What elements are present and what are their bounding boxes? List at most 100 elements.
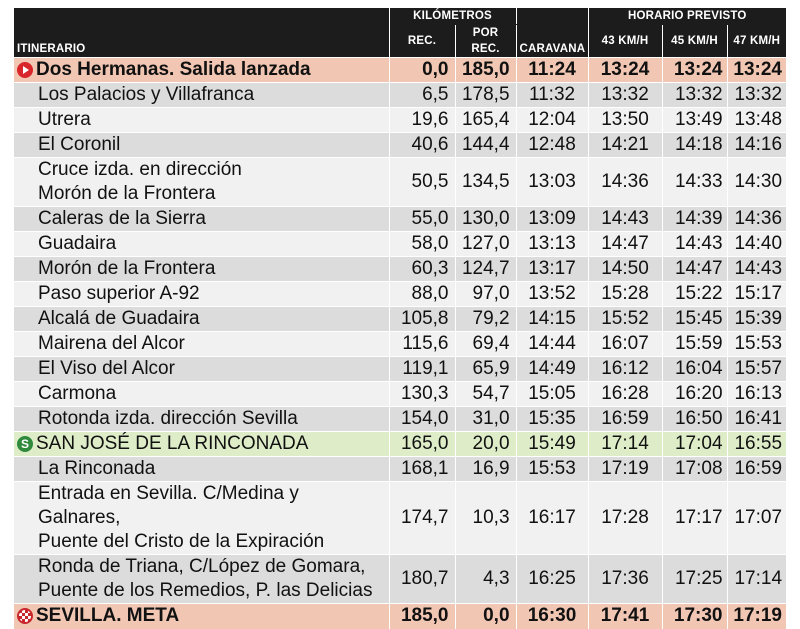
- location-name: Guadaira: [38, 233, 117, 254]
- cell-time-43: 14:50: [588, 256, 663, 282]
- table-row: Guadaira 58,0 127,0 13:13 14:47 14:43 14:40: [14, 231, 787, 257]
- cell-location: Paso superior A-92: [14, 281, 390, 307]
- cell-time-45: 16:20: [662, 381, 728, 407]
- header-caravana: CARAVANA: [516, 8, 589, 58]
- header-45kmh: 45 KM/H: [662, 24, 728, 58]
- cell-km-por-rec: 97,0: [455, 281, 517, 307]
- location-name: Carmona: [38, 383, 117, 404]
- cell-location: SEVILLA. META: [14, 603, 390, 629]
- cell-caravana: 13:13: [516, 231, 589, 257]
- location-name: Rotonda izda. dirección Sevilla: [38, 408, 298, 429]
- cell-km-por-rec: 134,5: [455, 157, 517, 207]
- cell-km-por-rec: 31,0: [455, 406, 517, 432]
- cell-km-por-rec: 0,0: [455, 603, 517, 629]
- cell-time-47: 15:39: [727, 306, 787, 332]
- cell-km-por-rec: 130,0: [455, 206, 517, 232]
- cell-location: Entrada en Sevilla. C/Medina y Galnares,…: [14, 481, 390, 555]
- cell-km-por-rec: 69,4: [455, 331, 517, 357]
- cell-time-43: 16:59: [588, 406, 663, 432]
- cell-time-45: 13:49: [662, 107, 728, 133]
- cell-km-rec: 168,1: [389, 456, 456, 482]
- cell-time-47: 14:40: [727, 231, 787, 257]
- cell-location: Dos Hermanas. Salida lanzada: [14, 57, 390, 83]
- cell-km-rec: 130,3: [389, 381, 456, 407]
- cell-km-rec: 19,6: [389, 107, 456, 133]
- cell-caravana: 12:48: [516, 132, 589, 158]
- cell-location: El Viso del Alcor: [14, 356, 390, 382]
- location-name: El Viso del Alcor: [38, 358, 175, 379]
- location-name: El Coronil: [38, 134, 121, 155]
- location-name: SAN JOSÉ DE LA RINCONADA: [36, 433, 309, 454]
- cell-km-por-rec: 165,4: [455, 107, 517, 133]
- cell-time-47: 14:16: [727, 132, 787, 158]
- cell-time-43: 15:28: [588, 281, 663, 307]
- cell-time-45: 17:04: [662, 431, 728, 457]
- cell-time-43: 13:32: [588, 82, 663, 108]
- cell-km-rec: 60,3: [389, 256, 456, 282]
- cell-time-47: 17:19: [727, 603, 787, 629]
- cell-location: Utrera: [14, 107, 390, 133]
- cell-time-45: 16:04: [662, 356, 728, 382]
- stage-itinerary: ITINERARIO KILÓMETROS CARAVANA HORARIO P…: [14, 8, 787, 629]
- cell-time-43: 16:07: [588, 331, 663, 357]
- cell-time-45: 17:17: [662, 481, 728, 555]
- cell-time-43: 17:36: [588, 554, 663, 604]
- header-itinerario: ITINERARIO: [14, 8, 390, 58]
- cell-km-por-rec: 65,9: [455, 356, 517, 382]
- cell-location: Cruce izda. en dirección Morón de la Fron…: [14, 157, 390, 207]
- cell-caravana: 11:24: [516, 57, 589, 83]
- header-por-rec: POR REC.: [455, 24, 517, 58]
- location-name: Los Palacios y Villafranca: [38, 84, 255, 105]
- cell-caravana: 13:09: [516, 206, 589, 232]
- cell-caravana: 16:30: [516, 603, 589, 629]
- cell-time-43: 14:47: [588, 231, 663, 257]
- cell-location: S SAN JOSÉ DE LA RINCONADA: [14, 431, 390, 457]
- location-name: Entrada en Sevilla. C/Medina y Galnares,: [38, 483, 299, 528]
- itinerary-table: ITINERARIO KILÓMETROS CARAVANA HORARIO P…: [14, 8, 787, 629]
- header-horario: HORARIO PREVISTO: [588, 8, 787, 25]
- cell-time-47: 15:17: [727, 281, 787, 307]
- cell-time-43: 17:14: [588, 431, 663, 457]
- table-row: Ronda de Triana, C/López de Gomara, Puent…: [14, 554, 787, 604]
- cell-km-rec: 154,0: [389, 406, 456, 432]
- cell-km-por-rec: 178,5: [455, 82, 517, 108]
- cell-location: Morón de la Frontera: [14, 256, 390, 282]
- cell-time-43: 15:52: [588, 306, 663, 332]
- location-name: Mairena del Alcor: [38, 333, 185, 354]
- table-row: Carmona 130,3 54,7 15:05 16:28 16:20 16:13: [14, 381, 787, 407]
- cell-time-45: 14:43: [662, 231, 728, 257]
- cell-km-rec: 105,8: [389, 306, 456, 332]
- cell-time-47: 16:59: [727, 456, 787, 482]
- location-name: Paso superior A-92: [38, 283, 200, 304]
- location-name: Utrera: [38, 109, 91, 130]
- table-row: Rotonda izda. dirección Sevilla 154,0 31,0…: [14, 406, 787, 432]
- cell-caravana: 11:32: [516, 82, 589, 108]
- cell-time-47: 16:55: [727, 431, 787, 457]
- location-name: Dos Hermanas. Salida lanzada: [36, 59, 311, 80]
- cell-time-47: 13:24: [727, 57, 787, 83]
- cell-caravana: 13:17: [516, 256, 589, 282]
- cell-km-rec: 58,0: [389, 231, 456, 257]
- table-row: Alcalá de Guadaira 105,8 79,2 14:15 15:52 15:…: [14, 306, 787, 332]
- cell-location: Alcalá de Guadaira: [14, 306, 390, 332]
- cell-caravana: 14:44: [516, 331, 589, 357]
- header-47kmh: 47 KM/H: [727, 24, 787, 58]
- cell-time-43: 14:36: [588, 157, 663, 207]
- cell-time-43: 17:41: [588, 603, 663, 629]
- cell-time-47: 16:41: [727, 406, 787, 432]
- cell-time-45: 16:50: [662, 406, 728, 432]
- table-row: Utrera 19,6 165,4 12:04 13:50 13:49 13:48: [14, 107, 787, 133]
- cell-time-45: 15:59: [662, 331, 728, 357]
- cell-caravana: 15:05: [516, 381, 589, 407]
- cell-location: Rotonda izda. dirección Sevilla: [14, 406, 390, 432]
- cell-time-47: 15:53: [727, 331, 787, 357]
- cell-time-47: 13:48: [727, 107, 787, 133]
- cell-km-por-rec: 20,0: [455, 431, 517, 457]
- cell-time-45: 14:18: [662, 132, 728, 158]
- table-row: Dos Hermanas. Salida lanzada 0,0 185,0 11:2…: [14, 57, 787, 83]
- cell-location: Caleras de la Sierra: [14, 206, 390, 232]
- cell-time-45: 14:39: [662, 206, 728, 232]
- cell-km-rec: 180,7: [389, 554, 456, 604]
- location-name-line2: Puente de los Remedios, P. las Delicias: [38, 580, 373, 601]
- location-name-line2: Morón de la Frontera: [38, 183, 216, 204]
